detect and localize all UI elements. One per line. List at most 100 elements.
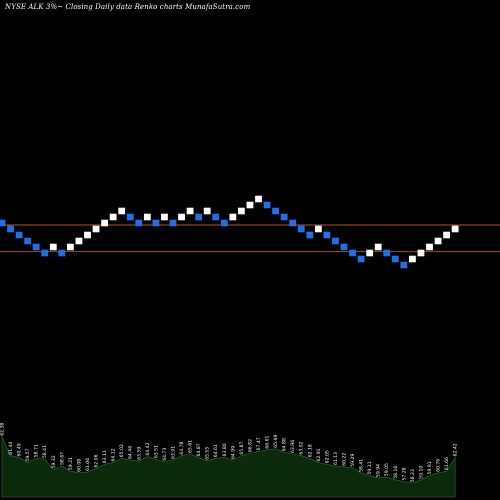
volume-label: 61.13 xyxy=(333,452,339,465)
volume-label: 58.23 xyxy=(410,469,416,482)
renko-brick xyxy=(49,243,57,251)
renko-brick xyxy=(41,249,49,257)
renko-brick xyxy=(24,237,32,245)
renko-brick xyxy=(15,231,23,239)
renko-brick xyxy=(229,213,237,221)
renko-brick xyxy=(109,213,117,221)
renko-brick xyxy=(0,219,6,227)
volume-label: 64.61 xyxy=(213,444,219,457)
renko-brick xyxy=(58,249,66,257)
volume-label: 64.46 xyxy=(128,446,134,459)
volume-label: 64.99 xyxy=(230,446,236,459)
volume-label: 64.73 xyxy=(162,448,168,461)
volume-label: 65.69 xyxy=(273,435,279,448)
renko-brick xyxy=(212,213,220,221)
renko-brick xyxy=(374,243,382,251)
renko-brick xyxy=(126,213,134,221)
renko-brick xyxy=(220,219,228,227)
volume-label: 65.02 xyxy=(119,444,125,457)
renko-brick xyxy=(426,243,433,251)
volume-label: 59.29 xyxy=(350,454,356,467)
volume-label: 63.80 xyxy=(222,443,228,456)
volume-label: 65.87 xyxy=(239,441,245,454)
renko-brick xyxy=(255,195,262,203)
renko-brick xyxy=(246,201,254,209)
volume-label: 63.96 xyxy=(290,440,296,453)
volume-label: 62.18 xyxy=(307,444,313,457)
volume-label: 62.06 xyxy=(94,454,100,467)
renko-brick xyxy=(297,225,305,233)
volume-label: 57.28 xyxy=(401,467,407,480)
volume-label: 59.05 xyxy=(384,463,390,476)
renko-brick xyxy=(434,237,442,245)
renko-brick xyxy=(135,219,143,227)
volume-label: 63.59 xyxy=(136,447,142,460)
volume-label: 60.49 xyxy=(17,443,23,456)
volume-label: 59.21 xyxy=(68,457,74,470)
volume-label: 67.47 xyxy=(256,437,262,450)
renko-brick xyxy=(161,213,168,221)
renko-brick xyxy=(409,255,416,263)
volume-label: 60.08 xyxy=(76,459,82,472)
renko-brick xyxy=(75,237,83,245)
volume-label: 63.02 xyxy=(299,441,305,454)
volume-label: 58.67 xyxy=(59,452,65,465)
volume-label: 59.57 xyxy=(25,448,31,461)
volume-label: 64.88 xyxy=(282,438,288,451)
volume-label: 59.94 xyxy=(376,464,382,477)
renko-brick xyxy=(451,225,459,233)
volume-area xyxy=(1,436,456,498)
renko-brick xyxy=(238,207,245,215)
volume-label: 65.55 xyxy=(205,447,211,460)
volume-label: 63.51 xyxy=(153,445,159,458)
renko-bricks xyxy=(0,195,459,269)
volume-label: 62.05 xyxy=(324,450,330,463)
renko-brick xyxy=(383,249,391,257)
volume-label: 64.42 xyxy=(145,442,151,455)
renko-brick xyxy=(306,231,314,239)
volume-label: 63.11 xyxy=(102,450,108,463)
renko-brick xyxy=(263,201,271,209)
renko-brick xyxy=(195,213,203,221)
volume-label: 61.44 xyxy=(8,441,14,454)
renko-brick xyxy=(186,207,194,215)
volume-label: 63.91 xyxy=(171,446,177,459)
renko-brick xyxy=(143,213,151,221)
reference-lines xyxy=(0,224,500,253)
volume-label: 62.42 xyxy=(453,443,459,456)
volume-label: 61.66 xyxy=(444,457,450,470)
volume-label: 64.87 xyxy=(196,443,202,456)
renko-brick xyxy=(7,225,14,233)
volume-label: 59.11 xyxy=(367,461,373,474)
renko-brick xyxy=(101,219,108,227)
renko-brick xyxy=(340,243,348,251)
volume-label: 60.22 xyxy=(342,453,348,466)
renko-brick xyxy=(152,219,160,227)
renko-brick xyxy=(400,261,408,269)
renko-brick xyxy=(169,219,177,227)
renko-brick xyxy=(178,213,185,221)
renko-brick xyxy=(366,249,374,257)
renko-brick xyxy=(84,231,91,239)
volume-label: 58.16 xyxy=(393,466,399,479)
volume-label: 58.41 xyxy=(42,445,48,458)
volume-label: 62.38 xyxy=(0,423,6,436)
renko-brick xyxy=(391,255,399,263)
renko-brick xyxy=(118,207,126,215)
chart-title: NYSE ALK 3%~ Closing Daily data Renko ch… xyxy=(5,3,251,11)
renko-brick xyxy=(272,207,279,215)
volume-label: 64.12 xyxy=(111,448,117,461)
volume-label: 58.71 xyxy=(34,444,40,457)
volume-label: 59.91 xyxy=(427,461,433,474)
volume-label: 66.61 xyxy=(265,435,271,448)
volume-label: 66.82 xyxy=(247,439,253,452)
renko-brick xyxy=(280,213,288,221)
volume-label: 62.91 xyxy=(316,448,322,461)
renko-brick xyxy=(289,219,297,227)
renko-brick xyxy=(417,249,425,257)
renko-brick xyxy=(443,231,450,239)
volume-label: 58.41 xyxy=(359,459,365,472)
renko-brick xyxy=(357,255,365,263)
volume-label: 64.78 xyxy=(179,441,185,454)
renko-brick xyxy=(32,243,40,251)
